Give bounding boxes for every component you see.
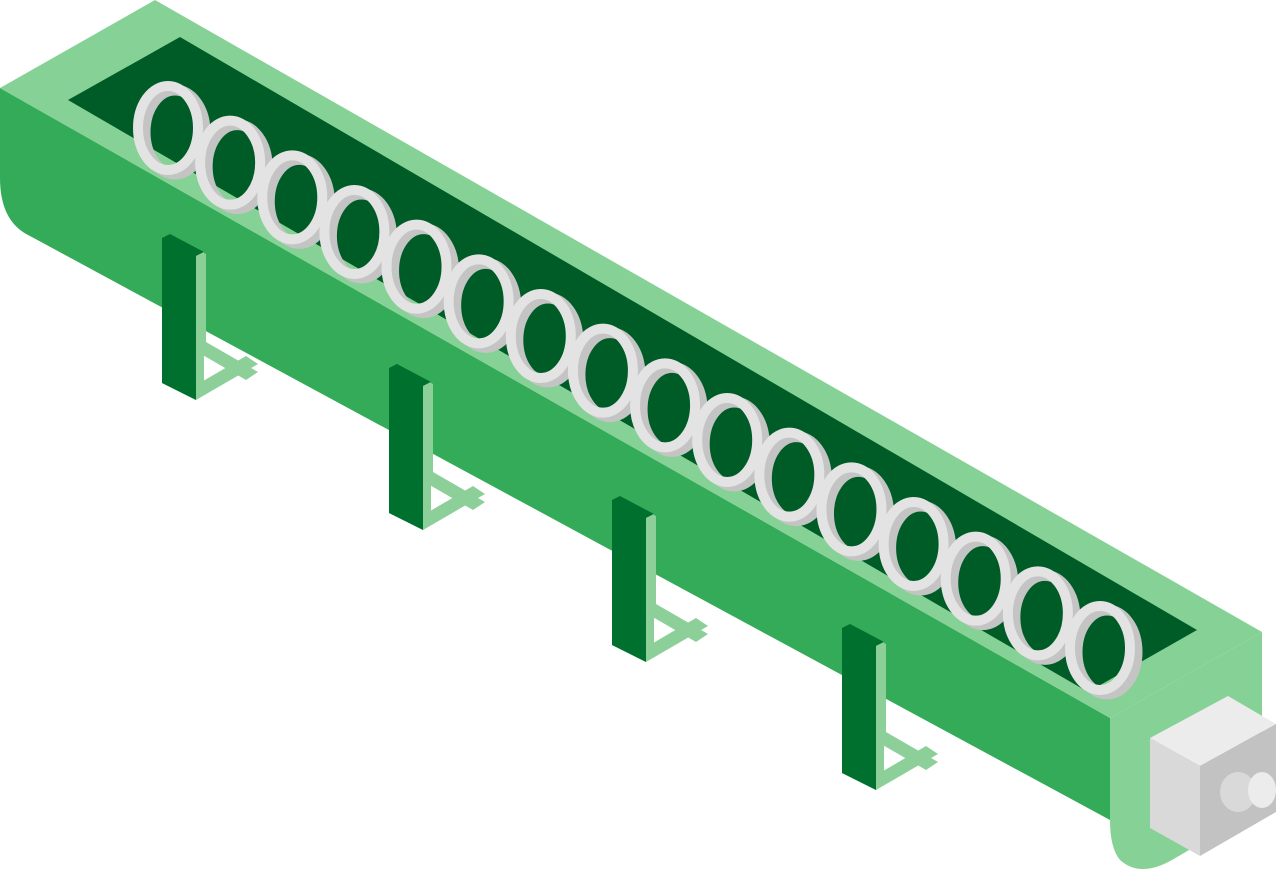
support-leg-plate [162,234,204,400]
coil-turn-front [1002,566,1073,661]
screw-coil [133,81,1143,700]
drive-motor [1150,696,1276,856]
support-leg-bracket [874,638,938,770]
support-leg [389,364,485,530]
support-leg-bracket [421,378,485,510]
coil-turn-front [443,254,514,349]
coil-turn-front [257,150,328,245]
trough-front-face [0,88,1110,820]
support-leg-bracket [644,510,708,642]
coil-turn-front [505,289,576,383]
coil-turn-front [381,219,452,314]
support-leg-plate [842,624,884,790]
support-leg [612,496,708,662]
motor-shaft-base [1220,772,1256,812]
coil-turn-front [1065,601,1135,695]
support-leg-edge [876,642,884,790]
support-leg-edge [423,382,431,530]
coil-turn-front [816,462,887,557]
coil-turn-front [754,427,825,522]
motor-top [1150,696,1276,766]
support-legs [162,234,938,790]
support-leg-edge [646,514,654,662]
support-leg-bracket [194,248,258,380]
support-leg-plate [612,496,654,662]
coil-turn [1065,601,1143,700]
coil-turn-front [630,358,701,453]
coil-turn-front [195,115,266,210]
coil-turn-front [567,323,638,418]
support-leg-plate [389,364,431,530]
support-leg [842,624,938,790]
support-leg [162,234,258,400]
coil-turn-front [878,497,949,591]
motor-front [1150,738,1200,856]
support-leg-edge [196,252,204,400]
coil-turn-front [692,393,763,487]
coil-turn-front [133,81,203,175]
coil-turn-front [940,531,1011,626]
coil-turn-front [319,185,390,279]
motor-shaft [1248,772,1276,808]
